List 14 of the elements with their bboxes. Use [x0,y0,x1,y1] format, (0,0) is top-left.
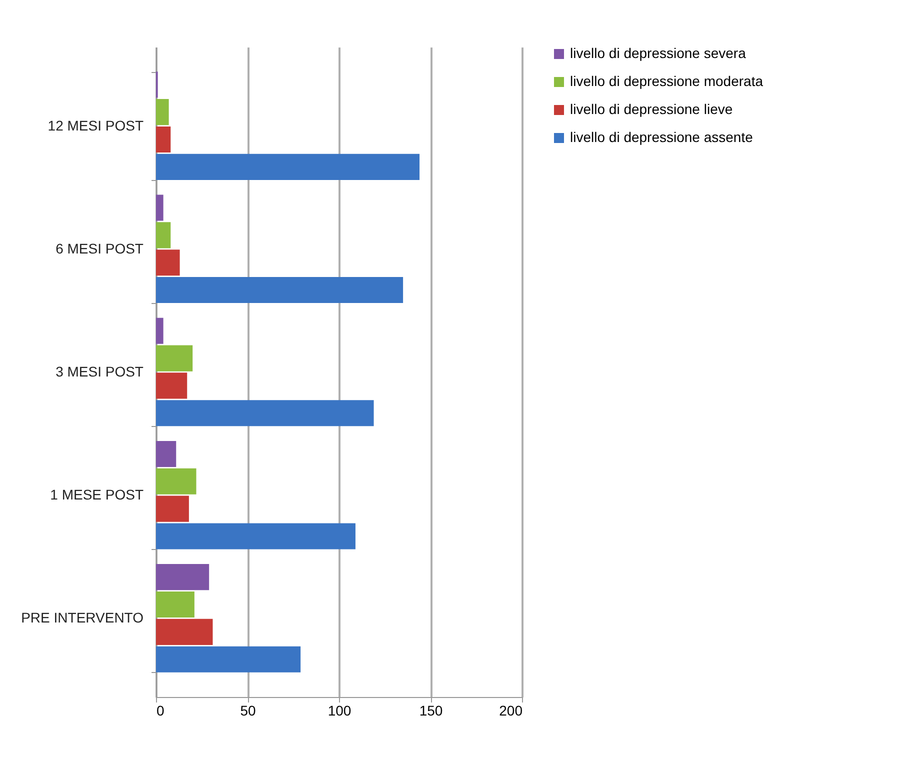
legend-label: livello di depressione assente [570,129,754,145]
legend-label: livello di depressione moderata [570,73,764,89]
x-tick-label: 0 [156,702,164,718]
y-tick-label: 3 MESI POST [56,364,144,380]
legend-label: livello di depressione severa [570,45,746,61]
y-tick-label: PRE INTERVENTO [21,610,144,626]
y-tick-label: 1 MESE POST [50,486,144,503]
y-tick-label: 6 MESI POST [56,240,144,256]
x-tick-label: 200 [499,702,523,718]
legend-label: livello di depressione lieve [570,101,733,117]
y-tick-label: 12 MESI POST [48,117,144,134]
x-tick-label: 100 [328,702,352,718]
x-tick-label: 150 [419,702,443,718]
x-tick-label: 50 [240,702,256,718]
